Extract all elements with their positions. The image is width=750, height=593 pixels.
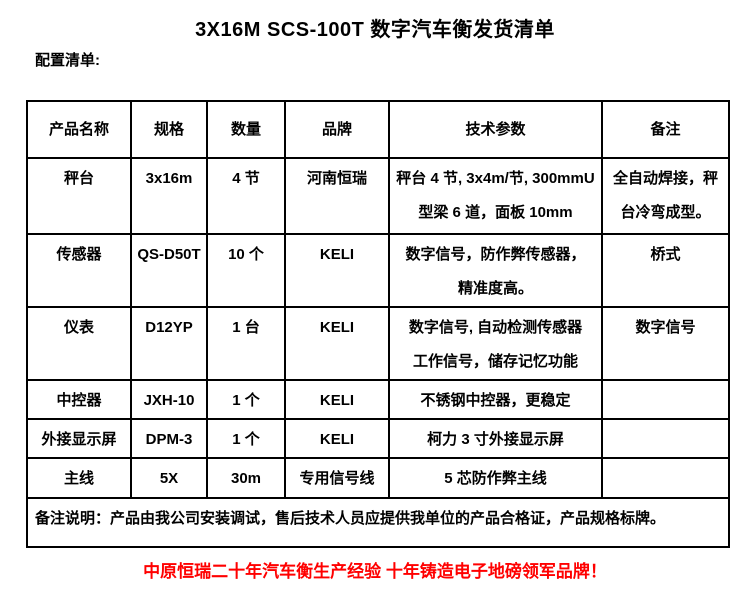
table-row: 秤台 3x16m 4 节 河南恒瑞 秤台 4 节, 3x4m/节, 300mmU…	[26, 157, 730, 235]
cell-params: 柯力 3 寸外接显示屏	[388, 418, 603, 459]
table-row: 主线 5X 30m 专用信号线 5 芯防作弊主线	[26, 457, 730, 499]
header-product-name: 产品名称	[26, 100, 132, 159]
cell-spec: 3x16m	[130, 157, 208, 235]
cell-product-name: 主线	[26, 457, 132, 499]
cell-spec: DPM-3	[130, 418, 208, 459]
cell-note	[601, 418, 730, 459]
cell-product-name: 中控器	[26, 379, 132, 420]
cell-brand: KELI	[284, 379, 390, 420]
cell-spec: QS-D50T	[130, 233, 208, 308]
cell-qty: 1 个	[206, 418, 286, 459]
cell-qty: 1 台	[206, 306, 286, 381]
header-brand: 品牌	[284, 100, 390, 159]
table-row: 传感器 QS-D50T 10 个 KELI 数字信号，防作弊传感器， 精准度高。…	[26, 233, 730, 308]
table-header-row: 产品名称 规格 数量 品牌 技术参数 备注	[26, 100, 730, 159]
cell-spec: JXH-10	[130, 379, 208, 420]
footer-note: 备注说明：产品由我公司安装调试，售后技术人员应提供我单位的产品合格证，产品规格标…	[26, 497, 730, 548]
brand-slogan: 中原恒瑞二十年汽车衡生产经验 十年铸造电子地磅领军品牌！	[143, 562, 607, 581]
cell-qty: 10 个	[206, 233, 286, 308]
cell-product-name: 外接显示屏	[26, 418, 132, 459]
cell-qty: 1 个	[206, 379, 286, 420]
cell-product-name: 传感器	[26, 233, 132, 308]
cell-product-name: 秤台	[26, 157, 132, 235]
cell-params: 数字信号，防作弊传感器， 精准度高。	[388, 233, 603, 308]
cell-qty: 4 节	[206, 157, 286, 235]
header-spec: 规格	[130, 100, 208, 159]
cell-brand: KELI	[284, 418, 390, 459]
cell-brand: KELI	[284, 306, 390, 381]
cell-params: 5 芯防作弊主线	[388, 457, 603, 499]
cell-note	[601, 457, 730, 499]
cell-params: 秤台 4 节, 3x4m/节, 300mmU 型梁 6 道，面板 10mm	[388, 157, 603, 235]
cell-spec: D12YP	[130, 306, 208, 381]
cell-note: 全自动焊接，秤 台冷弯成型。	[601, 157, 730, 235]
table-row: 仪表 D12YP 1 台 KELI 数字信号, 自动检测传感器 工作信号，储存记…	[26, 306, 730, 381]
cell-note: 数字信号	[601, 306, 730, 381]
header-note: 备注	[601, 100, 730, 159]
table-row: 中控器 JXH-10 1 个 KELI 不锈钢中控器，更稳定	[26, 379, 730, 420]
cell-params: 不锈钢中控器，更稳定	[388, 379, 603, 420]
cell-note: 桥式	[601, 233, 730, 308]
config-list-label: 配置清单:	[35, 52, 100, 69]
cell-params: 数字信号, 自动检测传感器 工作信号，储存记忆功能	[388, 306, 603, 381]
delivery-spec-table: 产品名称 规格 数量 品牌 技术参数 备注 秤台 3x16m 4 节 河南恒瑞 …	[26, 100, 730, 548]
table-row: 外接显示屏 DPM-3 1 个 KELI 柯力 3 寸外接显示屏	[26, 418, 730, 459]
cell-qty: 30m	[206, 457, 286, 499]
cell-spec: 5X	[130, 457, 208, 499]
cell-product-name: 仪表	[26, 306, 132, 381]
table-footer-row: 备注说明：产品由我公司安装调试，售后技术人员应提供我单位的产品合格证，产品规格标…	[26, 497, 730, 548]
header-params: 技术参数	[388, 100, 603, 159]
cell-brand: 专用信号线	[284, 457, 390, 499]
header-qty: 数量	[206, 100, 286, 159]
cell-brand: 河南恒瑞	[284, 157, 390, 235]
cell-brand: KELI	[284, 233, 390, 308]
page-title: 3X16M SCS-100T 数字汽车衡发货清单	[195, 19, 555, 41]
cell-note	[601, 379, 730, 420]
